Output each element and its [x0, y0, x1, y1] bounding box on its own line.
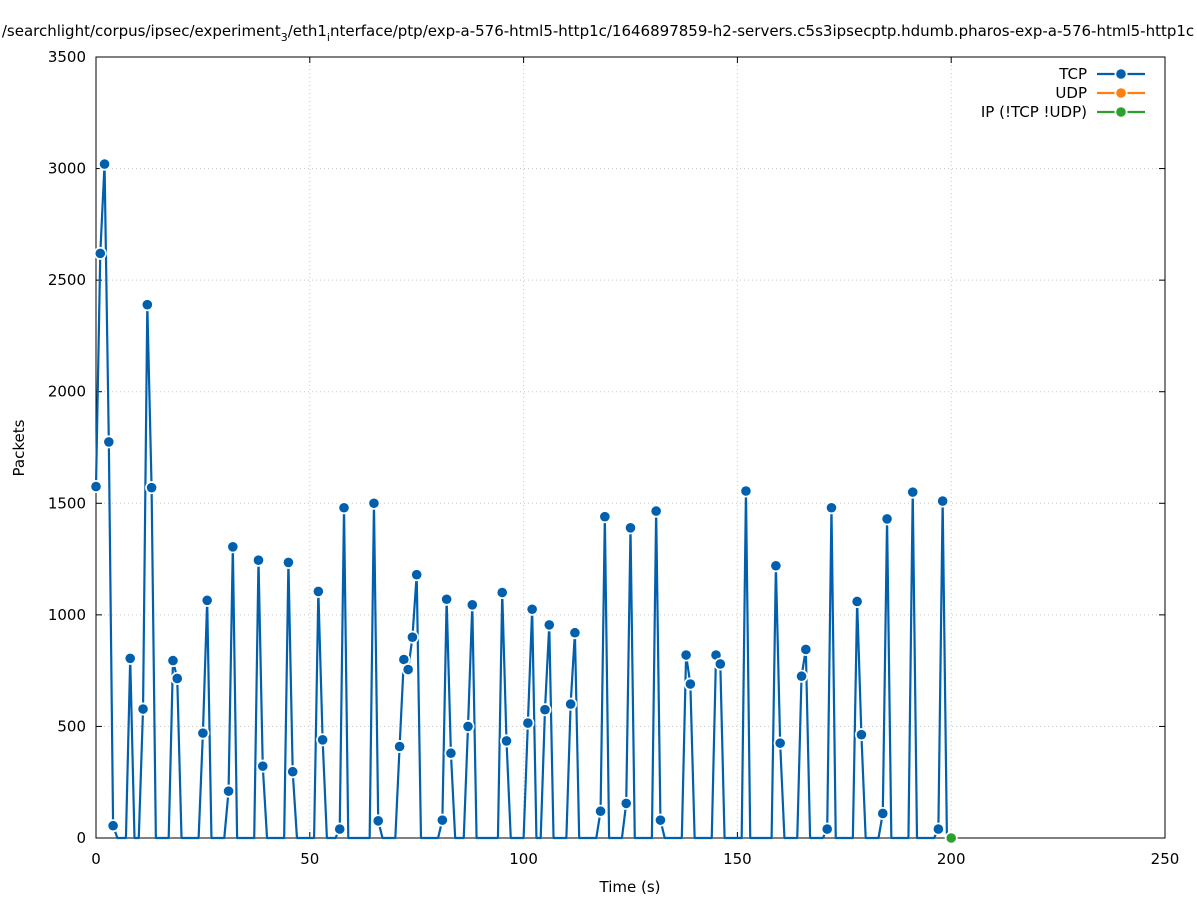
data-point: [852, 596, 862, 607]
data-point: [403, 664, 413, 675]
data-point: [104, 437, 114, 447]
data-point: [946, 833, 956, 843]
data-point: [399, 654, 409, 665]
data-point: [907, 487, 918, 497]
data-point: [544, 620, 555, 630]
data-point: [125, 653, 136, 664]
data-point: [681, 650, 691, 660]
data-point: [600, 511, 610, 522]
legend-label-2: IP (!TCP !UDP): [981, 103, 1087, 121]
data-point: [625, 523, 636, 533]
data-point: [369, 498, 379, 509]
data-point: [339, 502, 349, 513]
data-point: [655, 815, 666, 825]
data-point: [108, 820, 118, 831]
legend-marker-0: [1116, 69, 1126, 79]
data-point: [523, 718, 533, 728]
data-point: [313, 586, 324, 597]
x-tick-label: 150: [723, 850, 752, 868]
data-point: [223, 786, 234, 796]
data-point: [411, 569, 422, 580]
data-point: [775, 738, 785, 748]
data-point: [801, 644, 811, 655]
data-point: [95, 248, 106, 259]
data-point: [138, 704, 148, 714]
data-point: [826, 502, 837, 513]
x-tick-label: 100: [509, 850, 538, 868]
data-point: [407, 632, 418, 642]
data-point: [228, 542, 238, 552]
data-point: [142, 299, 153, 310]
data-point: [877, 808, 888, 819]
data-point: [168, 655, 178, 666]
data-point: [463, 721, 473, 732]
data-point: [822, 824, 832, 834]
data-point: [685, 679, 696, 689]
data-point: [651, 506, 661, 516]
data-point: [441, 594, 452, 605]
data-point: [257, 761, 268, 771]
data-point: [283, 557, 294, 568]
x-tick-label: 250: [1151, 850, 1180, 868]
y-tick-label: 2000: [48, 383, 86, 401]
data-point: [501, 736, 512, 746]
data-point: [99, 159, 110, 169]
legend-label-0: TCP: [1058, 65, 1087, 83]
data-point: [741, 486, 751, 496]
data-point: [711, 650, 721, 660]
data-point: [317, 735, 328, 745]
data-point: [497, 587, 508, 598]
data-point: [565, 699, 576, 709]
legend-label-1: UDP: [1055, 84, 1087, 102]
data-point: [198, 728, 208, 738]
data-point: [771, 560, 781, 571]
data-point: [540, 704, 550, 715]
y-axis-label: Packets: [10, 419, 28, 476]
data-point: [467, 600, 478, 610]
data-point: [796, 671, 807, 682]
data-point: [570, 627, 580, 638]
data-point: [715, 659, 726, 669]
data-point: [856, 729, 867, 740]
legend-marker-1: [1116, 88, 1126, 98]
legend-marker-2: [1116, 107, 1126, 117]
y-tick-label: 3500: [48, 48, 86, 66]
data-point: [446, 748, 456, 759]
data-point: [172, 673, 183, 684]
series-line-0: [94, 163, 949, 840]
data-point: [394, 741, 405, 752]
y-tick-label: 500: [57, 717, 86, 735]
data-point: [933, 824, 944, 834]
ticks: 0 50 100 150 200 2500500100015002000250030003…: [48, 48, 1180, 868]
series-layer: [89, 157, 958, 845]
y-tick-label: 3000: [48, 160, 86, 178]
data-point: [253, 555, 264, 565]
data-point: [287, 766, 298, 777]
data-point: [146, 482, 157, 493]
x-tick-label: 50: [300, 850, 319, 868]
data-point: [437, 815, 448, 825]
y-tick-label: 1500: [48, 494, 86, 512]
chart-title: /searchlight/corpus/ipsec/experiment3/et…: [2, 22, 1194, 44]
data-point: [882, 514, 892, 524]
x-tick-label: 200: [937, 850, 966, 868]
y-tick-label: 2500: [48, 271, 86, 289]
data-point: [91, 481, 101, 492]
x-tick-label: 0: [91, 850, 101, 868]
y-tick-label: 1000: [48, 606, 86, 624]
data-point: [527, 604, 537, 615]
y-tick-label: 0: [76, 829, 86, 847]
data-point: [937, 496, 948, 506]
data-point: [373, 816, 384, 826]
data-point: [334, 824, 345, 834]
data-point: [621, 798, 632, 809]
data-point: [202, 595, 212, 606]
x-axis-label: Time (s): [599, 878, 661, 896]
data-point: [595, 806, 606, 817]
